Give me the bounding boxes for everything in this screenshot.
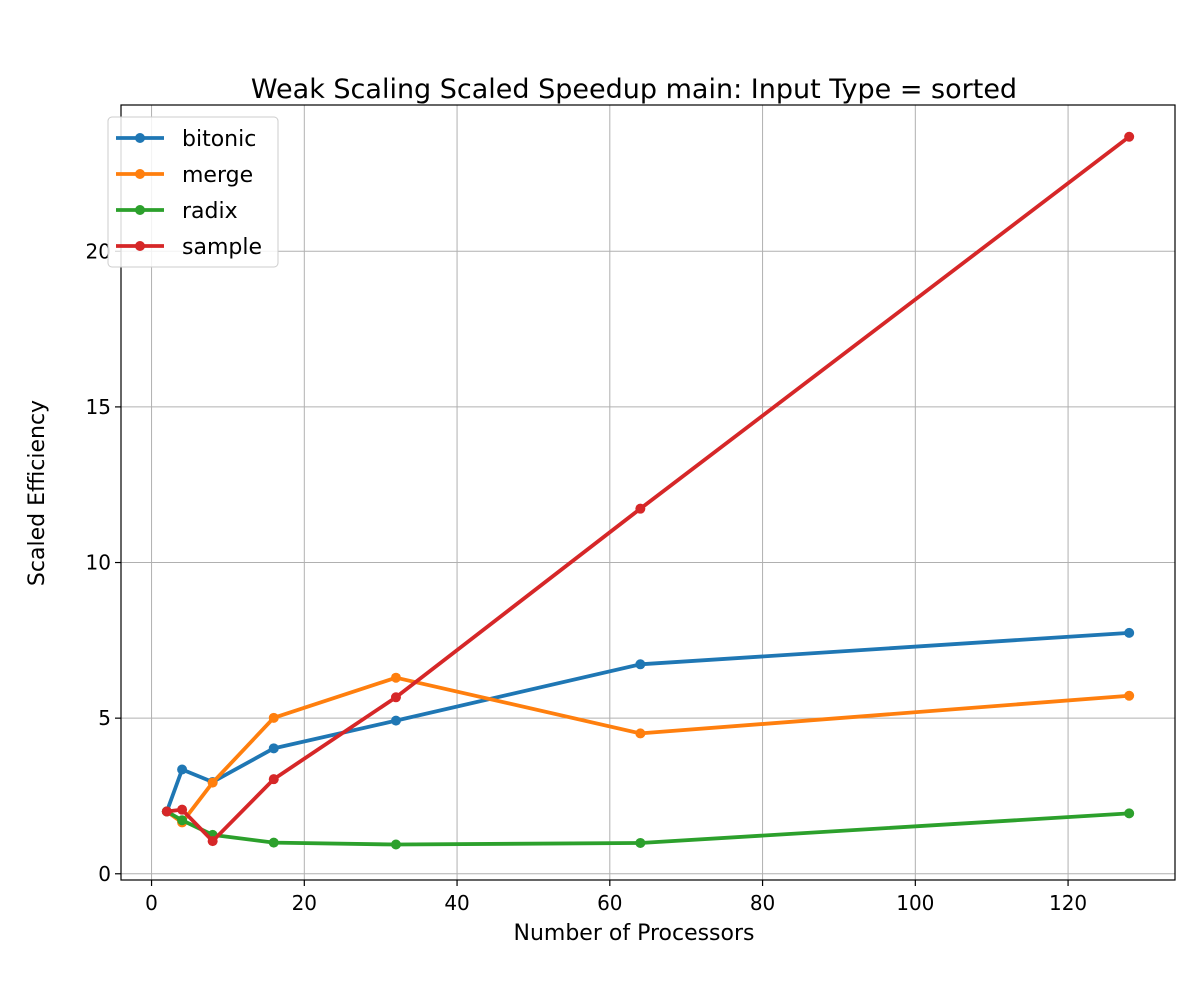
series-merge (161, 672, 1135, 828)
y-tick-label: 10 (86, 551, 111, 575)
data-point-radix (1124, 808, 1135, 819)
legend-label: sample (182, 235, 262, 260)
data-point-sample (161, 806, 172, 817)
x-tick-label: 40 (444, 891, 469, 915)
chart-title: Weak Scaling Scaled Speedup main: Input … (251, 74, 1017, 105)
data-point-merge (635, 728, 646, 739)
series-radix (161, 806, 1135, 850)
data-point-bitonic (1124, 627, 1135, 638)
plot-area-frame (120, 104, 1176, 881)
x-tick-label: 120 (1049, 891, 1087, 915)
legend-marker (135, 205, 145, 215)
legend-item-radix: radix (116, 199, 238, 224)
legend-item-bitonic: bitonic (116, 127, 256, 152)
legend-marker (135, 169, 145, 179)
y-axis-title: Scaled Efficiency (25, 400, 50, 586)
data-point-radix (268, 837, 279, 848)
y-tick-label: 20 (86, 239, 111, 263)
legend-label: merge (182, 163, 253, 188)
data-point-bitonic (177, 764, 188, 775)
grid-lines (121, 105, 1175, 880)
data-point-sample (207, 836, 218, 847)
legend: bitonic merge radix sample (107, 116, 279, 268)
y-tick-label: 15 (86, 395, 111, 419)
data-point-merge (207, 777, 218, 788)
data-point-radix (390, 839, 401, 850)
series-sample (161, 131, 1135, 847)
plot-series (161, 131, 1135, 850)
data-point-bitonic (390, 715, 401, 726)
x-tick-label: 60 (597, 891, 622, 915)
series-line-radix (164, 809, 1132, 847)
legend-box (107, 116, 279, 268)
data-point-merge (1124, 690, 1135, 701)
series-line-merge (164, 675, 1132, 825)
legend-marker (135, 133, 145, 143)
data-point-merge (268, 712, 279, 723)
data-point-sample (1124, 131, 1135, 142)
y-tick-label: 5 (98, 706, 111, 730)
x-tick-label: 0 (145, 891, 158, 915)
data-point-sample (268, 774, 279, 785)
axis-ticks: 0 20 40 60 80 100 120 0 5 10 15 20 (86, 239, 1088, 915)
data-point-sample (635, 503, 646, 514)
legend-item-sample: sample (116, 235, 262, 260)
data-point-sample (177, 804, 188, 815)
x-tick-label: 80 (750, 891, 775, 915)
data-point-bitonic (268, 743, 279, 754)
data-point-radix (177, 815, 188, 826)
legend-marker (135, 241, 145, 251)
x-tick-label: 100 (896, 891, 934, 915)
legend-label: radix (182, 199, 238, 224)
data-point-merge (390, 672, 401, 683)
series-line-bitonic (164, 630, 1132, 814)
data-point-bitonic (635, 659, 646, 670)
series-line-sample (164, 134, 1132, 843)
series-bitonic (161, 627, 1135, 817)
x-tick-label: 20 (292, 891, 317, 915)
data-point-sample (390, 692, 401, 703)
legend-item-merge: merge (116, 163, 253, 188)
x-axis-title: Number of Processors (514, 921, 755, 946)
data-point-radix (635, 837, 646, 848)
y-tick-label: 0 (98, 862, 111, 886)
legend-label: bitonic (182, 127, 256, 152)
